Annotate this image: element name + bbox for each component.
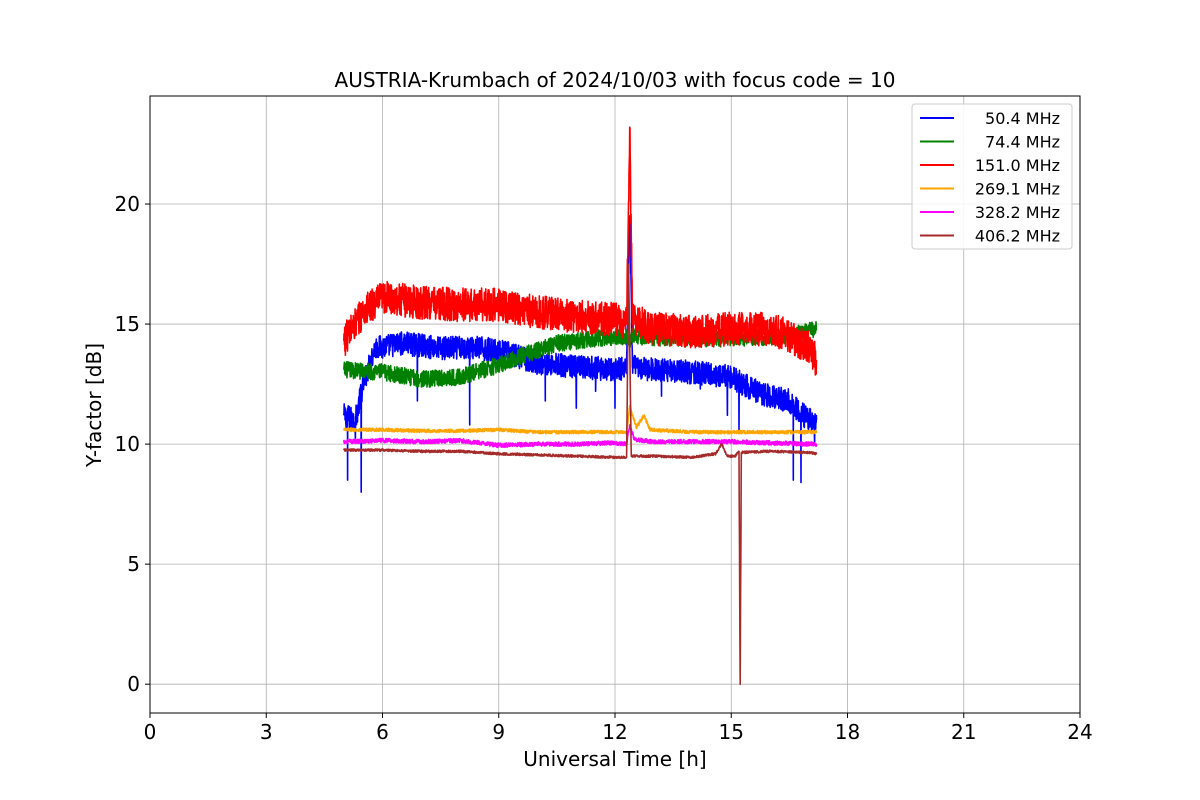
x-tick-label: 3 [260, 720, 273, 744]
x-tick-label: 24 [1067, 720, 1092, 744]
series-line [343, 263, 818, 685]
series-line [343, 404, 818, 435]
x-tick-label: 12 [602, 720, 627, 744]
y-tick-label: 0 [127, 672, 140, 696]
y-axis-label: Y-factor [dB] [82, 343, 106, 468]
y-tick-label: 15 [115, 312, 140, 336]
legend-label: 50.4 MHz [985, 109, 1060, 128]
legend-label: 328.2 MHz [975, 203, 1060, 222]
axes: 0 3 6 9 12 15 18 21 24 0 5 10 15 20 [115, 95, 1093, 744]
legend-label: 74.4 MHz [985, 133, 1060, 152]
legend: 50.4 MHz 74.4 MHz 151.0 MHz 269.1 MHz 328.2 … [911, 103, 1073, 250]
x-tick-label: 6 [376, 720, 389, 744]
x-tick-label: 21 [951, 720, 976, 744]
x-tick-label: 15 [719, 720, 744, 744]
y-tick-label: 20 [115, 192, 140, 216]
chart-title: AUSTRIA-Krumbach of 2024/10/03 with focu… [335, 68, 896, 92]
x-tick-label: 0 [144, 720, 157, 744]
legend-label: 406.2 MHz [975, 227, 1060, 246]
x-tick-label: 18 [835, 720, 860, 744]
y-tick-label: 10 [115, 432, 140, 456]
series-line [343, 126, 818, 376]
series-lines [343, 126, 818, 685]
x-tick-label: 9 [492, 720, 505, 744]
plot-frame [149, 95, 1081, 714]
series-line [343, 215, 818, 493]
x-axis-label: Universal Time [h] [523, 747, 706, 771]
series-line [343, 424, 818, 449]
y-tick-label: 5 [127, 552, 140, 576]
legend-label: 269.1 MHz [975, 180, 1060, 199]
legend-label: 151.0 MHz [975, 156, 1060, 175]
